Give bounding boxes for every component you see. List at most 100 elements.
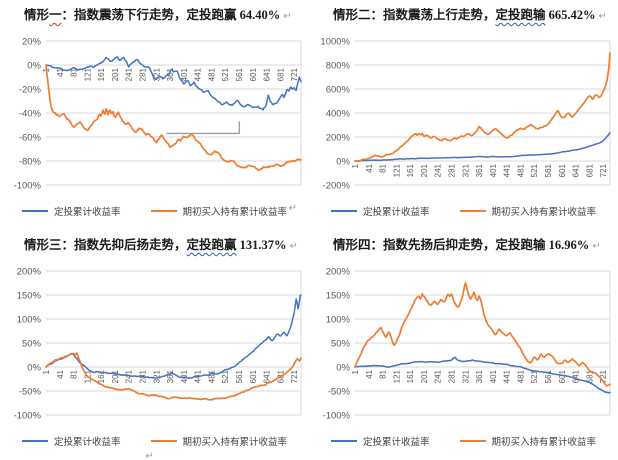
series-line <box>45 64 302 172</box>
x-axis-tick-label: 41 <box>56 369 65 378</box>
x-axis-tick-label: 161 <box>97 67 106 81</box>
x-axis-tick-label: 721 <box>599 163 608 177</box>
legend-line-swatch <box>330 440 357 442</box>
x-axis-tick-label: 401 <box>489 163 498 177</box>
x-axis-tick-label: 81 <box>379 163 388 172</box>
x-axis-tick-label: 641 <box>263 369 272 383</box>
x-axis-tick-label: 201 <box>111 369 120 383</box>
legend-line-swatch <box>21 210 48 212</box>
y-axis-tick-label: 0% <box>27 363 41 374</box>
y-axis-tick-label: 100% <box>17 315 42 326</box>
chart-legend: 定投累计收益率 期初买入持有累计收益率 ↵ <box>0 198 309 224</box>
y-axis-tick-label: -60% <box>19 133 42 144</box>
y-axis-tick-label: -50% <box>328 387 351 398</box>
x-axis-tick-label: 481 <box>207 67 216 81</box>
x-axis-tick-label: 521 <box>530 163 539 177</box>
title-text: 情形 <box>24 8 50 22</box>
paragraph-mark-icon: ↵ <box>288 203 297 214</box>
y-axis-tick-label: -40% <box>19 109 42 120</box>
legend-line-swatch <box>459 440 486 442</box>
x-axis-tick-label: 1 <box>351 369 360 374</box>
x-axis-tick-label: 481 <box>516 369 525 383</box>
x-axis-tick-label: 241 <box>434 369 443 383</box>
legend-line-swatch <box>150 440 177 442</box>
x-axis-tick-label: 721 <box>599 369 608 383</box>
series-line <box>354 132 611 162</box>
legend-item: 期初买入持有累计收益率 <box>459 434 597 448</box>
x-axis-tick-label: 681 <box>585 163 594 177</box>
legend-item: 期初买入持有累计收益率 <box>150 204 288 218</box>
chart-title: 情形一：指数震荡下行走势，定投跑赢 64.40% ↵ <box>0 4 309 26</box>
x-axis-tick-label: 521 <box>530 369 539 383</box>
y-axis-tick-label: 200% <box>326 267 351 278</box>
x-axis-tick-label: 281 <box>447 163 456 177</box>
x-axis-tick-label: 81 <box>70 369 79 378</box>
line-chart: 1000% 800% 600% 400% 200% 0% -200% 1 41 81 121 161 2… <box>320 37 611 192</box>
paragraph-mark-icon: ↵ <box>283 11 292 22</box>
y-axis-tick-label: 0% <box>336 363 350 374</box>
title-highlight: 定投跑输 <box>495 8 546 22</box>
series-line <box>354 52 611 163</box>
y-axis-tick-label: 100% <box>326 315 351 326</box>
legend-label: 定投累计收益率 <box>53 207 121 218</box>
x-axis-tick-label: 681 <box>585 369 594 383</box>
legend-label: 定投累计收益率 <box>362 207 430 218</box>
x-axis-tick-label: 561 <box>544 163 553 177</box>
x-axis-tick-label: 721 <box>290 67 299 81</box>
x-axis-tick-label: 201 <box>111 67 120 81</box>
chart-title: 情形二：指数震荡上行走势，定投跑输 665.42% ↵ <box>309 4 618 26</box>
x-axis-tick-label: 1 <box>351 163 360 168</box>
x-axis-tick-label: 601 <box>558 369 567 383</box>
y-axis-tick-label: -50% <box>19 387 42 398</box>
x-axis-tick-label: 161 <box>97 369 106 383</box>
x-axis-tick-label: 321 <box>152 369 161 383</box>
legend-item: 定投累计收益率 <box>21 204 121 218</box>
paragraph-mark-icon: ↵ <box>592 241 601 252</box>
x-axis-tick-label: 601 <box>249 67 258 81</box>
x-axis-tick-label: 201 <box>420 369 429 383</box>
series-line <box>45 294 302 380</box>
x-axis-tick-label: 361 <box>475 163 484 177</box>
legend-label: 定投累计收益率 <box>362 437 430 448</box>
chart-legend: 定投累计收益率 期初买入持有累计收益率 <box>309 428 618 454</box>
x-axis-tick-label: 1 <box>42 369 51 374</box>
x-axis-tick-label: 481 <box>207 369 216 383</box>
line-chart: 20%0%-20%-40%-60%-80%-100%1 41 81 121 161 201… <box>14 37 302 192</box>
x-axis-tick-label: 641 <box>572 369 581 383</box>
y-axis-tick-label: -200% <box>323 181 351 192</box>
chart-title: 情形三：指数先抑后扬走势，定投跑赢 131.37% ↵ <box>0 234 309 256</box>
x-axis-tick-label: 241 <box>125 67 134 81</box>
legend-label: 期初买入持有累计收益率 <box>182 207 288 218</box>
x-axis-tick-label: 721 <box>290 369 299 383</box>
y-axis-tick-label: 200% <box>17 267 42 278</box>
y-axis-tick-label: -20% <box>19 85 42 96</box>
title-text: 情形三：指数先抑后扬走势， <box>24 238 187 252</box>
legend-item: 定投累计收益率 <box>330 204 430 218</box>
x-axis-tick-label: 281 <box>447 369 456 383</box>
x-axis-tick-label: 321 <box>461 163 470 177</box>
paragraph-mark-icon: ↵ <box>289 241 298 252</box>
title-text: 665.42% <box>545 8 596 22</box>
chart-legend: 定投累计收益率 期初买入持有累计收益率 <box>309 198 618 224</box>
y-axis-tick-label: 600% <box>326 85 351 96</box>
x-axis-tick-label: 41 <box>365 163 374 172</box>
x-axis-tick-label: 41 <box>56 67 65 76</box>
legend-item: 定投累计收益率 <box>330 434 430 448</box>
title-text: 131.37% <box>236 238 287 252</box>
paragraph-mark-icon: ↵ <box>145 451 154 460</box>
x-axis-tick-label: 41 <box>365 369 374 378</box>
legend-label: 期初买入持有累计收益率 <box>491 437 597 448</box>
y-axis-tick-label: -100% <box>14 181 42 192</box>
x-axis-tick-label: 121 <box>83 67 92 81</box>
x-axis-tick-label: 281 <box>138 67 147 81</box>
line-chart: 200%150%100%50%0%-50%-100%1 41 81 121 161 201… <box>323 267 611 422</box>
x-axis-tick-label: 561 <box>544 369 553 383</box>
y-axis-tick-label: 0% <box>336 157 350 168</box>
legend-line-swatch <box>150 210 177 212</box>
x-axis-tick-label: 361 <box>166 369 175 383</box>
y-axis-tick-label: 400% <box>326 109 351 120</box>
line-chart: 200%150%100%50%0%-50%-100%1 41 81 121 161 201… <box>14 267 302 422</box>
y-axis-tick-label: -100% <box>323 411 351 422</box>
title-highlight: 定投跑赢 <box>186 238 237 252</box>
x-axis-tick-label: 361 <box>475 369 484 383</box>
